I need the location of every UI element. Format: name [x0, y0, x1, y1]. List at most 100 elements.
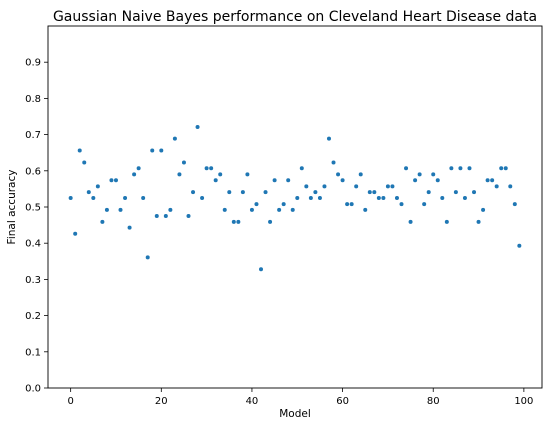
data-point: [490, 178, 495, 183]
x-axis-label: Model: [279, 408, 311, 420]
data-point: [376, 195, 381, 200]
data-point: [95, 184, 100, 189]
data-point: [354, 184, 359, 189]
data-point: [308, 195, 313, 200]
y-tick-label: 0.6: [25, 166, 41, 177]
data-point: [372, 190, 377, 195]
data-point: [462, 195, 467, 200]
data-point: [349, 202, 354, 207]
data-point: [86, 190, 91, 195]
data-point: [404, 166, 409, 171]
data-point: [136, 166, 141, 171]
data-point: [249, 207, 254, 212]
data-point: [222, 207, 227, 212]
data-point: [181, 160, 186, 165]
data-point: [154, 214, 159, 219]
y-tick-label: 0.7: [25, 130, 41, 141]
y-tick-label: 0.3: [25, 275, 41, 286]
chart-title: Gaussian Naive Bayes performance on Clev…: [53, 9, 537, 25]
data-point: [472, 190, 477, 195]
y-axis: 0.0 0.1 0.2 0.3 0.4 0.5 0.6 0.7 0.8 0.9: [25, 58, 48, 395]
data-point: [413, 178, 418, 183]
data-point: [186, 214, 191, 219]
data-point: [109, 178, 114, 183]
data-point: [322, 184, 327, 189]
data-point: [268, 219, 273, 224]
data-point: [68, 195, 73, 200]
data-point: [218, 172, 223, 177]
data-point: [367, 190, 372, 195]
data-point: [209, 166, 214, 171]
y-tick-label: 0.0: [25, 384, 41, 395]
data-point: [449, 166, 454, 171]
data-point: [100, 219, 105, 224]
data-point: [499, 166, 504, 171]
data-point: [73, 231, 78, 236]
y-tick-label: 0.1: [25, 347, 41, 358]
x-tick-label: 0: [67, 396, 73, 407]
data-point: [326, 136, 331, 141]
data-point: [381, 195, 386, 200]
data-point: [299, 166, 304, 171]
data-point: [195, 125, 200, 129]
y-axis-label: Final accuracy: [6, 170, 18, 245]
data-point: [485, 178, 490, 183]
data-point: [245, 172, 250, 177]
data-point: [163, 214, 168, 219]
data-point: [227, 190, 232, 195]
x-tick-label: 40: [246, 396, 259, 407]
data-point: [118, 207, 123, 212]
y-tick-label: 0.8: [25, 94, 41, 105]
plot-frame: [47, 25, 543, 389]
data-point: [213, 178, 218, 183]
data-point: [435, 178, 440, 183]
data-point: [191, 190, 196, 195]
data-point: [159, 148, 164, 153]
data-point: [104, 207, 109, 212]
data-point: [123, 195, 128, 200]
data-point: [82, 160, 87, 165]
data-point: [503, 166, 508, 171]
data-point: [290, 207, 295, 212]
data-point: [317, 195, 322, 200]
data-point: [408, 219, 413, 224]
x-tick-label: 80: [427, 396, 440, 407]
data-point: [331, 160, 336, 165]
data-point: [422, 202, 427, 207]
x-tick-label: 60: [336, 396, 349, 407]
data-point: [494, 184, 499, 189]
data-point: [340, 178, 345, 183]
data-point: [313, 190, 318, 195]
data-point: [304, 184, 309, 189]
data-point: [141, 195, 146, 200]
data-point: [281, 202, 286, 207]
data-point: [231, 219, 236, 224]
y-tick-label: 0.2: [25, 311, 41, 322]
data-point: [132, 172, 137, 177]
data-point: [363, 207, 368, 212]
data-point: [263, 190, 268, 195]
data-point: [240, 190, 245, 195]
data-point: [336, 172, 341, 177]
data-point: [440, 195, 445, 200]
data-point: [517, 243, 522, 248]
data-point: [168, 207, 173, 212]
data-point: [476, 219, 481, 224]
data-point: [295, 195, 300, 200]
data-points: [68, 125, 522, 272]
y-tick-label: 0.5: [25, 203, 41, 214]
data-point: [259, 267, 264, 272]
data-point: [150, 148, 155, 153]
x-tick-label: 100: [514, 396, 533, 407]
data-point: [431, 172, 436, 177]
data-point: [426, 190, 431, 195]
data-point: [236, 219, 241, 224]
data-point: [453, 190, 458, 195]
data-point: [385, 184, 390, 189]
data-point: [512, 202, 517, 207]
data-point: [272, 178, 277, 183]
y-tick-label: 0.9: [25, 58, 41, 69]
data-point: [204, 166, 209, 171]
data-point: [127, 225, 132, 230]
